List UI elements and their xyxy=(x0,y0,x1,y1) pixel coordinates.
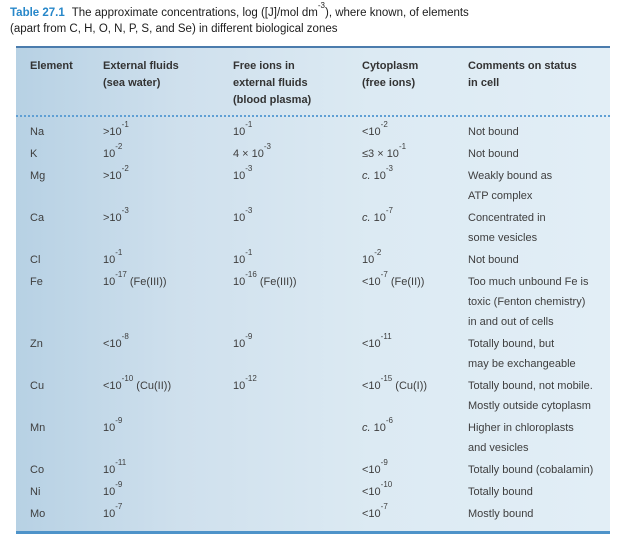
table-row: Mn 10-9 c. 10-6 Higher in chloroplasts a… xyxy=(16,415,610,458)
comments-cell: Not bound xyxy=(468,126,519,138)
table-caption-text: The approximate concentrations, log ([J]… xyxy=(10,0,469,35)
header-cytoplasm: Cytoplasm (free ions) xyxy=(362,60,419,89)
comments-cell: Not bound xyxy=(468,254,519,266)
free-ions-cell xyxy=(233,418,362,458)
comments-cell: Totally bound xyxy=(468,486,533,498)
element-cell: Zn xyxy=(30,338,43,350)
table-row: Ni 10-9 <10-10 Totally bound xyxy=(16,479,610,502)
element-cell: Mg xyxy=(30,170,46,182)
table-row: Na >10-1 10-1 <10-2 Not bound xyxy=(16,119,610,142)
free-ions-cell: 10-12 xyxy=(233,373,257,392)
element-cell: Cu xyxy=(30,380,45,392)
header-free-ions: Free ions in external fluids (blood plas… xyxy=(233,60,312,106)
cytoplasm-cell: <10-9 xyxy=(362,457,388,476)
cytoplasm-cell: <10-11 xyxy=(362,331,392,350)
comments-cell: Concentrated in some vesicles xyxy=(468,212,546,244)
cytoplasm-cell: <10-7 (Fe(II)) xyxy=(362,269,425,288)
external-fluids-cell: <10-8 xyxy=(103,331,129,350)
comments-cell: Weakly bound as ATP complex xyxy=(468,170,553,202)
comments-cell: Too much unbound Fe is toxic (Fenton che… xyxy=(468,276,589,328)
element-cell: Co xyxy=(30,464,45,476)
external-fluids-cell: >10-3 xyxy=(103,205,129,224)
table-row: Cu <10-10 (Cu(II)) 10-12 <10-15 (Cu(I)) … xyxy=(16,373,610,416)
free-ions-cell: 4 × 10-3 xyxy=(233,141,272,160)
table-body: Na >10-1 10-1 <10-2 Not bound K 10-2 4 ×… xyxy=(16,117,610,531)
cytoplasm-cell: ≤3 × 10-1 xyxy=(362,141,407,160)
cytoplasm-cell: c. 10-3 xyxy=(362,163,393,182)
free-ions-cell xyxy=(233,460,362,480)
table-panel: Element External fluids (sea water) Free… xyxy=(16,46,610,534)
free-ions-cell: 10-9 xyxy=(233,331,253,350)
external-fluids-cell: 10-2 xyxy=(103,141,123,160)
element-cell: Ni xyxy=(30,486,41,498)
header-comments: Comments on status in cell xyxy=(468,60,577,89)
table-row: Mo 10-7 <10-7 Mostly bound xyxy=(16,501,610,524)
external-fluids-cell: 10-7 xyxy=(103,501,123,520)
cytoplasm-cell: c. 10-6 xyxy=(362,415,393,434)
header-row: Element External fluids (sea water) Free… xyxy=(16,48,610,117)
table-row: Zn <10-8 10-9 <10-11 Totally bound, but … xyxy=(16,331,610,374)
element-cell: Na xyxy=(30,126,45,138)
free-ions-cell: 10-3 xyxy=(233,205,253,224)
external-fluids-cell: 10-1 xyxy=(103,247,123,266)
element-cell: Ca xyxy=(30,212,45,224)
external-fluids-cell: >10-2 xyxy=(103,163,129,182)
free-ions-cell: 10-16 (Fe(III)) xyxy=(233,269,297,288)
comments-cell: Not bound xyxy=(468,148,519,160)
table-row: Ca >10-3 10-3 c. 10-7 Concentrated in so… xyxy=(16,205,610,248)
table-number: Table 27.1 xyxy=(10,7,65,19)
free-ions-cell: 10-3 xyxy=(233,163,253,182)
free-ions-cell xyxy=(233,504,362,524)
element-cell: Cl xyxy=(30,254,41,266)
external-fluids-cell: 10-9 xyxy=(103,479,123,498)
table-row: Cl 10-1 10-1 10-2 Not bound xyxy=(16,247,610,270)
external-fluids-cell: 10-11 xyxy=(103,457,127,476)
table-row: K 10-2 4 × 10-3 ≤3 × 10-1 Not bound xyxy=(16,141,610,164)
external-fluids-cell: 10-17 (Fe(III)) xyxy=(103,269,167,288)
table-row: Fe 10-17 (Fe(III)) 10-16 (Fe(III)) <10-7… xyxy=(16,269,610,332)
comments-cell: Totally bound, not mobile. Mostly outsid… xyxy=(468,380,593,412)
external-fluids-cell: >10-1 xyxy=(103,119,129,138)
cytoplasm-cell: c. 10-7 xyxy=(362,205,393,224)
free-ions-cell xyxy=(233,482,362,502)
cytoplasm-cell: <10-7 xyxy=(362,501,388,520)
external-fluids-cell: 10-9 xyxy=(103,415,123,434)
element-cell: Mn xyxy=(30,422,46,434)
header-element: Element xyxy=(30,60,73,72)
comments-cell: Totally bound, but may be exchangeable xyxy=(468,338,576,370)
element-cell: Fe xyxy=(30,276,43,288)
external-fluids-cell: <10-10 (Cu(II)) xyxy=(103,373,172,392)
table-caption: Table 27.1 The approximate concentrations… xyxy=(10,0,616,37)
element-cell: Mo xyxy=(30,508,46,520)
table-row: Co 10-11 <10-9 Totally bound (cobalamin) xyxy=(16,457,610,480)
free-ions-cell: 10-1 xyxy=(233,119,253,138)
cytoplasm-cell: <10-2 xyxy=(362,119,388,138)
cytoplasm-cell: <10-15 (Cu(I)) xyxy=(362,373,428,392)
table-row: Mg >10-2 10-3 c. 10-3 Weakly bound as AT… xyxy=(16,163,610,206)
element-cell: K xyxy=(30,148,38,160)
comments-cell: Higher in chloroplasts and vesicles xyxy=(468,422,574,454)
comments-cell: Mostly bound xyxy=(468,508,534,520)
cytoplasm-cell: <10-10 xyxy=(362,479,393,498)
header-external-fluids: External fluids (sea water) xyxy=(103,60,179,89)
comments-cell: Totally bound (cobalamin) xyxy=(468,464,594,476)
cytoplasm-cell: 10-2 xyxy=(362,247,382,266)
free-ions-cell: 10-1 xyxy=(233,247,253,266)
